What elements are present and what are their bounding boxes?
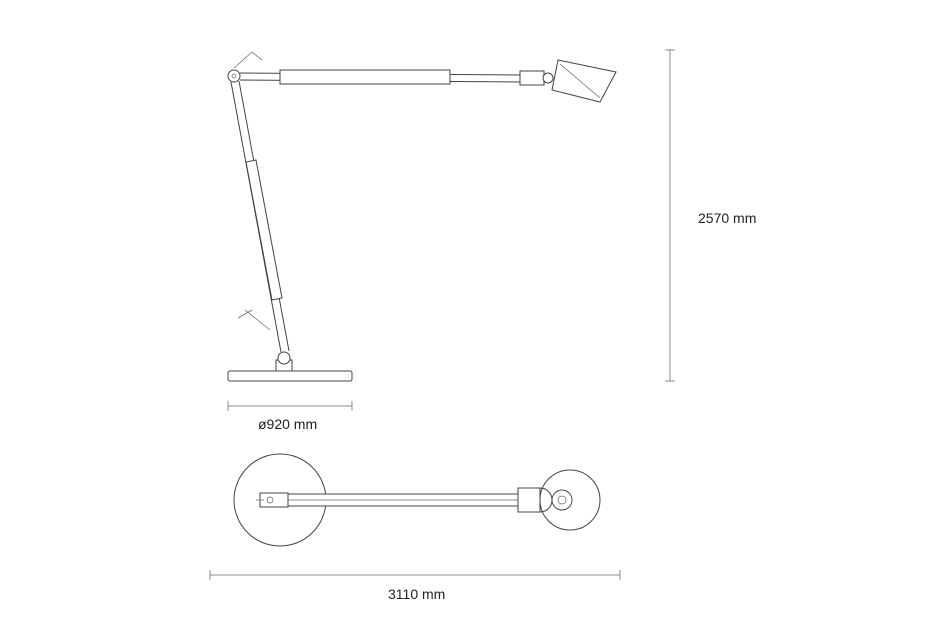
lamp-technical-drawing — [0, 0, 948, 632]
side-wrist-pivot — [543, 73, 553, 83]
side-elbow-joint — [228, 70, 240, 82]
top-base-hub — [260, 493, 288, 507]
side-elbow-lever — [234, 52, 252, 68]
top-wrist-curve — [540, 488, 552, 512]
label-reach: 3110 mm — [388, 586, 445, 602]
side-lower-arm-sleeve — [246, 160, 282, 300]
side-base-plate — [228, 371, 352, 381]
label-base-diameter: ø920 mm — [258, 416, 317, 432]
label-height: 2570 mm — [698, 210, 756, 226]
top-head-pivot — [552, 490, 572, 510]
side-lamp-head — [552, 60, 616, 102]
side-wrist-block — [520, 71, 544, 85]
side-pivot-joint — [278, 352, 290, 364]
side-upper-arm-sleeve — [280, 70, 450, 84]
top-wrist-bracket — [518, 488, 540, 512]
side-lower-spring — [245, 310, 270, 330]
